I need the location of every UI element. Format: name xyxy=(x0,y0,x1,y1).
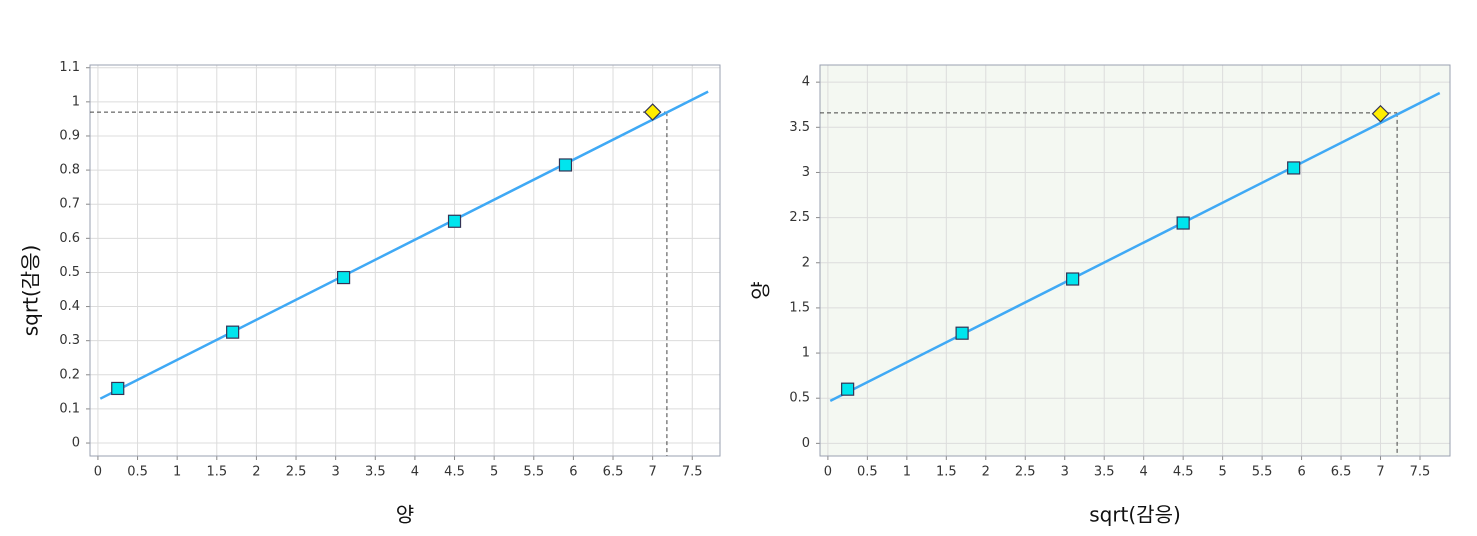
y-tick-label: 4 xyxy=(802,75,810,90)
plot-area xyxy=(820,65,1450,456)
y-tick-label: 0.4 xyxy=(59,299,80,314)
y-tick-label: 1.1 xyxy=(59,60,80,75)
x-tick-label: 4.5 xyxy=(444,465,465,480)
point xyxy=(643,103,662,121)
x-tick-label: 3 xyxy=(1061,465,1069,480)
y-tick-label: 0.9 xyxy=(59,128,80,143)
x-tick-label: 1.5 xyxy=(206,465,227,480)
x-tick-label: 5.5 xyxy=(1252,465,1273,480)
y-tick-label: 0.8 xyxy=(59,163,80,178)
x-tick-label: 5 xyxy=(1218,465,1226,480)
x-tick-label: 6.5 xyxy=(603,465,624,480)
y-tick-label: 2 xyxy=(802,255,810,270)
y-tick-label: 2.5 xyxy=(789,210,810,225)
y-tick-label: 1 xyxy=(802,346,810,361)
point xyxy=(1066,272,1080,286)
y-tick-label: 0.5 xyxy=(59,265,80,280)
y-axis-label: 양 xyxy=(749,281,773,299)
y-tick-label: 0.1 xyxy=(59,401,80,416)
point xyxy=(1176,216,1190,230)
point xyxy=(111,381,125,396)
x-tick-label: 2.5 xyxy=(286,465,307,480)
x-axis-label: 양 xyxy=(396,503,414,527)
point xyxy=(955,326,969,340)
x-tick-label: 2 xyxy=(982,465,990,480)
y-tick-label: 3.5 xyxy=(789,120,810,135)
x-tick-label: 0 xyxy=(94,465,102,480)
y-tick-label: 0 xyxy=(802,436,810,451)
fit-line xyxy=(99,90,709,400)
y-tick-label: 1.5 xyxy=(789,300,810,315)
x-axis-label: sqrt(감응) xyxy=(1089,503,1181,527)
plot-border xyxy=(89,64,721,457)
x-tick-label: 4 xyxy=(1140,465,1148,480)
plot-border xyxy=(819,64,1451,457)
y-tick-label: 0.5 xyxy=(789,391,810,406)
point xyxy=(226,325,240,339)
x-tick-label: 6 xyxy=(569,465,577,480)
y-tick-label: 0.3 xyxy=(59,333,80,348)
x-tick-label: 3.5 xyxy=(1094,465,1115,480)
y-tick-label: 0.7 xyxy=(59,197,80,212)
x-tick-label: 6 xyxy=(1297,465,1305,480)
x-tick-label: 2 xyxy=(252,465,260,480)
x-tick-label: 0.5 xyxy=(857,465,878,480)
plot-area xyxy=(90,65,720,456)
x-tick-label: 3 xyxy=(332,465,340,480)
x-tick-label: 5.5 xyxy=(523,465,544,480)
point xyxy=(1371,104,1390,123)
x-tick-label: 7.5 xyxy=(682,465,703,480)
point xyxy=(336,270,351,285)
y-tick-label: 3 xyxy=(802,165,810,180)
x-tick-label: 2.5 xyxy=(1015,465,1036,480)
x-tick-label: 5 xyxy=(490,465,498,480)
y-axis-label: sqrt(감응) xyxy=(19,245,43,337)
x-tick-label: 4 xyxy=(411,465,419,480)
x-tick-label: 3.5 xyxy=(365,465,386,480)
point xyxy=(841,382,855,396)
y-tick-label: 1 xyxy=(72,94,80,109)
x-tick-label: 4.5 xyxy=(1173,465,1194,480)
point xyxy=(447,214,462,228)
x-tick-label: 0.5 xyxy=(127,465,148,480)
y-tick-label: 0.6 xyxy=(59,231,80,246)
x-tick-label: 1.5 xyxy=(936,465,957,480)
point xyxy=(1287,161,1301,175)
point xyxy=(558,158,573,172)
x-tick-label: 7 xyxy=(1376,465,1384,480)
x-tick-label: 1 xyxy=(173,465,181,480)
x-tick-label: 7.5 xyxy=(1410,465,1431,480)
x-tick-label: 1 xyxy=(903,465,911,480)
y-tick-label: 0 xyxy=(72,436,80,451)
x-tick-label: 7 xyxy=(649,465,657,480)
fit-line xyxy=(829,91,1441,403)
x-tick-label: 0 xyxy=(824,465,832,480)
y-tick-label: 0.2 xyxy=(59,367,80,382)
x-tick-label: 6.5 xyxy=(1331,465,1352,480)
